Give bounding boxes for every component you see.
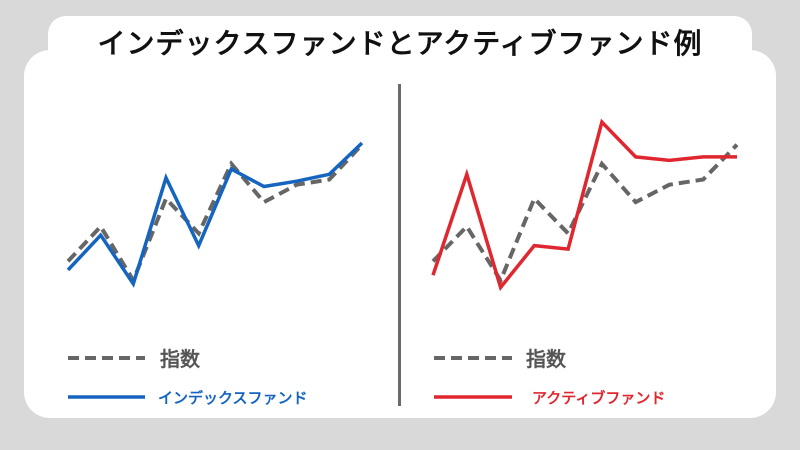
legend-label-index-fund: インデックスファンド bbox=[158, 389, 308, 407]
page-title: インデックスファンドとアクティブファンド例 bbox=[97, 27, 703, 60]
legend-label-index-right: 指数 bbox=[526, 347, 566, 371]
left-series-line-fund bbox=[66, 141, 364, 288]
legend-label-active-fund: アクティブファンド bbox=[532, 389, 666, 407]
legend-swatches bbox=[68, 356, 512, 399]
left-series-line-index bbox=[66, 143, 364, 285]
legend-label-index-left: 指数 bbox=[160, 347, 200, 371]
chart-divider bbox=[398, 84, 401, 406]
right-series-line-fund bbox=[431, 118, 737, 292]
title-tab bbox=[48, 16, 752, 82]
right-series-line-index bbox=[431, 143, 739, 285]
active-fund-chart bbox=[431, 118, 739, 292]
index-fund-chart bbox=[66, 141, 364, 288]
